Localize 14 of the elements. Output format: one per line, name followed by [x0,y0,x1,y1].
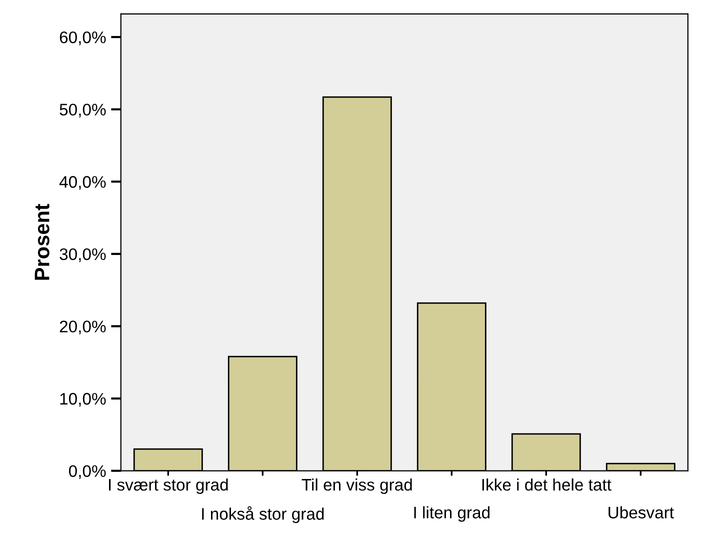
y-tick-label: 30,0% [60,248,106,262]
y-tick-label: 40,0% [59,176,106,190]
y-tick-label: 10,0% [60,392,106,407]
x-tick-label: Ubesvart [608,506,674,518]
x-tick-label: I nokså stor grad [202,506,324,524]
x-tick-label: Til en viss grad [302,478,412,494]
y-axis-title: Prosent [34,204,50,280]
y-tick-label: 60,0% [60,31,106,46]
y-tick-label: 50,0% [60,104,106,118]
x-tick-label: I liten grad [414,506,490,522]
y-tick-label: 0,0% [68,465,106,479]
x-tick-label: Ikke i det hele tatt [482,478,612,491]
y-tick-label: 20,0% [60,320,106,334]
x-tick-label: I svært stor grad [109,478,228,494]
